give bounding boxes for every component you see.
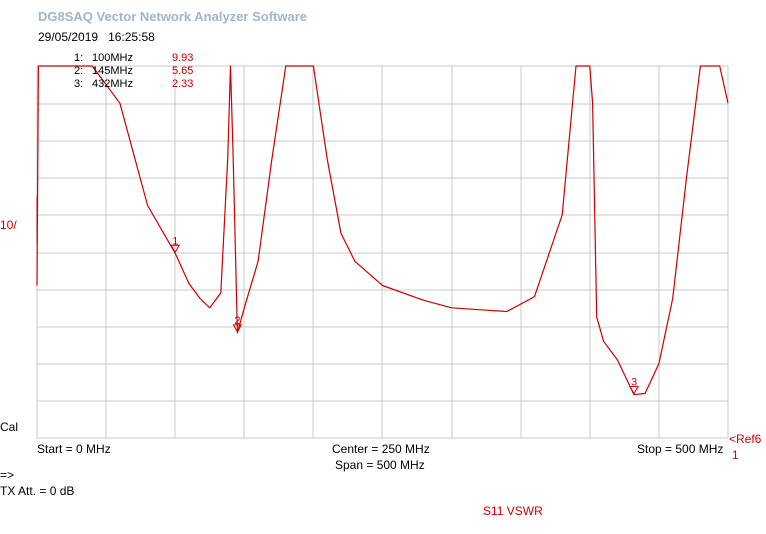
input-arrow: => bbox=[0, 468, 15, 482]
date: 29/05/2019 bbox=[38, 30, 99, 44]
marker-glyphs: 1 2 3 bbox=[170, 235, 639, 395]
scale-per-div-label: 10/ bbox=[0, 218, 17, 232]
marker-readout-1-id: 1: bbox=[74, 52, 84, 64]
marker-2-triangle bbox=[232, 324, 243, 333]
start-frequency-label: Start = 0 MHz bbox=[37, 442, 111, 456]
app-title: DG8SAQ Vector Network Analyzer Software bbox=[38, 9, 307, 24]
marker-3-label: 3 bbox=[631, 377, 637, 389]
marker-1-label: 1 bbox=[172, 235, 178, 247]
trace-s11-vswr bbox=[36, 65, 729, 396]
marker-readout-3-value: 2.33 bbox=[172, 78, 194, 90]
marker-readout-2-value: 5.65 bbox=[172, 65, 194, 77]
reference-sub-label: 1 bbox=[732, 448, 739, 462]
marker-readout-3-id: 3: bbox=[74, 78, 84, 90]
marker-readout-3-freq: 432MHz bbox=[92, 78, 133, 90]
marker-readout-1-value: 9.93 bbox=[172, 52, 194, 64]
marker-2-label: 2 bbox=[234, 315, 240, 327]
center-frequency-label: Center = 250 MHz bbox=[332, 442, 430, 456]
timestamp: 29/05/2019 16:25:58 bbox=[38, 30, 155, 44]
trace-name-label: S11 VSWR bbox=[483, 504, 543, 518]
plot-grid bbox=[36, 65, 729, 439]
tx-attenuation-label: TX Att. = 0 dB bbox=[0, 484, 75, 498]
cal-label: Cal bbox=[0, 420, 19, 434]
marker-readout-2-freq: 145MHz bbox=[92, 65, 133, 77]
marker-3-triangle bbox=[629, 386, 639, 395]
reference-label: <Ref6 bbox=[729, 432, 762, 446]
marker-readout-1-freq: 100MHz bbox=[92, 52, 133, 64]
time: 16:25:58 bbox=[108, 30, 155, 44]
span-label: Span = 500 MHz bbox=[335, 458, 425, 472]
marker-readout-2-id: 2: bbox=[74, 65, 84, 77]
marker-1-triangle bbox=[170, 244, 181, 254]
stop-frequency-label: Stop = 500 MHz bbox=[637, 442, 724, 456]
